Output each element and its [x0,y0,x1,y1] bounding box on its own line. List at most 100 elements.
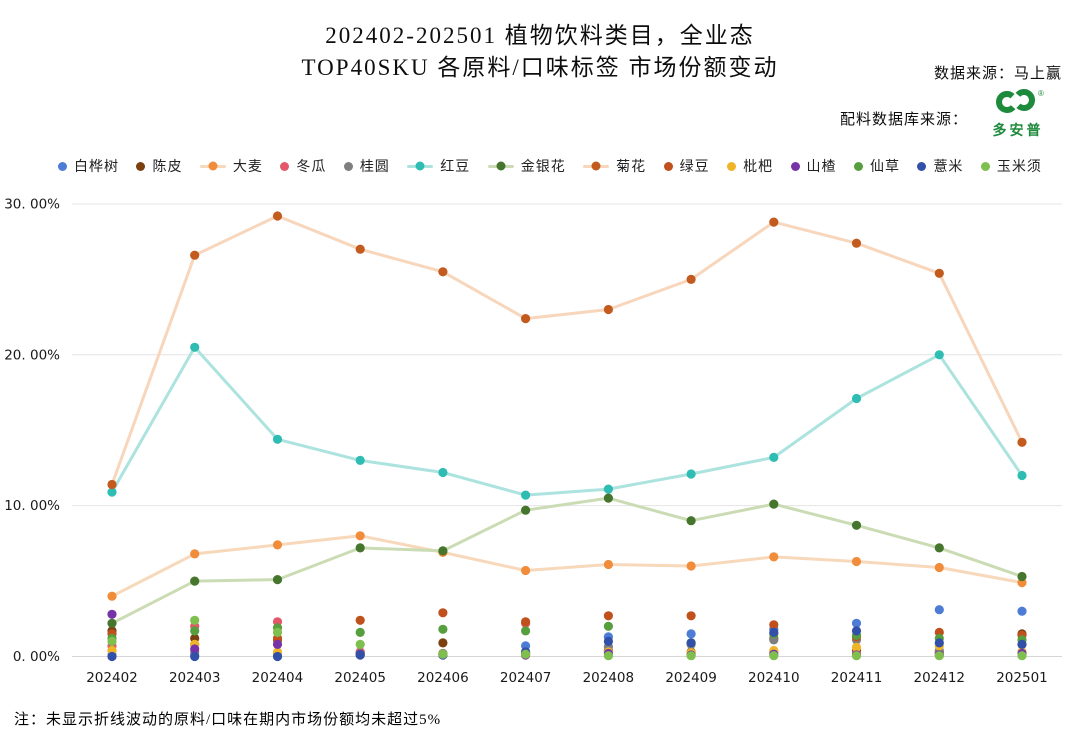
legend-item-白桦树: 白桦树 [58,156,119,176]
data-point [934,350,944,360]
data-point [272,627,283,638]
legend-item-仙草: 仙草 [853,156,900,176]
legend-item-玉米须: 玉米须 [980,156,1042,176]
x-tick-label: 202410 [748,670,800,686]
legend-label: 金银花 [520,160,566,175]
data-point [272,540,283,550]
series-markers-绿豆 [107,608,1027,650]
legend-line-marker [487,161,514,171]
data-point [1017,470,1027,481]
series-markers-薏米 [107,626,1027,662]
series-markers-白桦树 [107,605,1027,660]
legend-dot [280,161,290,171]
line-大麦 [110,534,1024,598]
series-markers-仙草 [107,621,1027,648]
data-point [851,520,862,530]
data-point [107,487,117,497]
y-tick-label: 10. 00% [4,498,60,514]
legend-label: 大麦 [232,160,263,175]
legend-item-陈皮: 陈皮 [136,156,182,176]
x-tick-label: 202408 [583,670,635,686]
series-markers-山楂 [107,609,1027,660]
data-point [355,650,365,660]
legend-item-绿豆: 绿豆 [663,156,710,176]
data-point [934,605,944,615]
legend-dot [496,161,506,171]
data-point [521,626,531,636]
data-point [107,636,117,647]
data-point [190,549,200,559]
data-point [272,651,283,662]
x-tick-label: 202402 [86,670,138,686]
data-point [603,651,614,661]
data-point [521,490,531,500]
footnote: 注：未显示折线波动的原料/口味在期内市场份额均未超过5% [14,712,442,728]
series-markers-金银花 [107,493,1027,628]
legend-item-金银花: 金银花 [487,156,566,176]
data-point [272,434,283,444]
legend-label: 绿豆 [679,160,710,175]
x-tick-label: 202407 [500,670,552,686]
line-菊花 [110,214,1024,486]
data-point [355,531,365,541]
logo-text: 多安普 [992,122,1044,138]
data-point [272,575,283,585]
x-tick-label: 202409 [665,670,717,686]
data-point [851,642,862,653]
data-point [934,268,944,278]
data-point [355,244,365,254]
legend-label: 白桦树 [74,160,119,175]
legend-dot [663,161,673,171]
legend-label: 红豆 [440,160,471,175]
data-point [769,499,779,509]
legend-label: 玉米须 [996,160,1042,175]
data-point [438,608,448,618]
legend-item-枇杷: 枇杷 [727,156,773,176]
y-tick-label: 30. 00% [4,196,60,212]
legend-label: 陈皮 [152,160,183,175]
data-point [603,636,614,647]
legend-dot [727,161,737,171]
data-point [851,556,862,567]
series-markers-菊花 [107,211,1027,490]
data-point [190,615,200,625]
data-point [355,455,365,465]
series-markers-红豆 [107,342,1027,500]
legend-item-薏米: 薏米 [917,156,963,176]
data-point [934,651,944,661]
data-point [769,552,779,562]
data-point [438,267,448,277]
legend-dot [343,161,353,171]
data-point [603,304,614,315]
line-金银花 [110,496,1024,625]
legend-dot [136,161,146,171]
x-tick-label: 202403 [169,670,221,686]
data-point [190,250,200,260]
data-point [190,644,200,654]
data-point [521,505,531,515]
data-point [438,649,448,659]
legend-dot [208,161,218,171]
series-markers-冬瓜 [107,617,1027,659]
data-point [686,611,696,621]
data-point [603,621,614,631]
data-point [272,211,283,221]
legend-dot [917,161,927,171]
legend-item-大麦: 大麦 [199,156,263,176]
data-point [272,639,283,650]
svg-text:®: ® [1038,89,1044,98]
legend-label: 桂圆 [359,160,390,175]
series-markers-桂圆 [107,635,1027,659]
x-tick-label: 202412 [913,670,965,686]
data-point [1017,639,1027,650]
data-point [851,626,862,636]
data-point [1017,571,1027,582]
data-point [190,576,200,586]
data-point [355,627,365,638]
data-point [1017,651,1027,661]
legend-label: 仙草 [869,160,900,175]
data-point [686,561,696,571]
data-point [603,484,614,494]
data-source-label: 数据来源：马上赢 [933,66,1062,82]
data-point [851,651,862,661]
